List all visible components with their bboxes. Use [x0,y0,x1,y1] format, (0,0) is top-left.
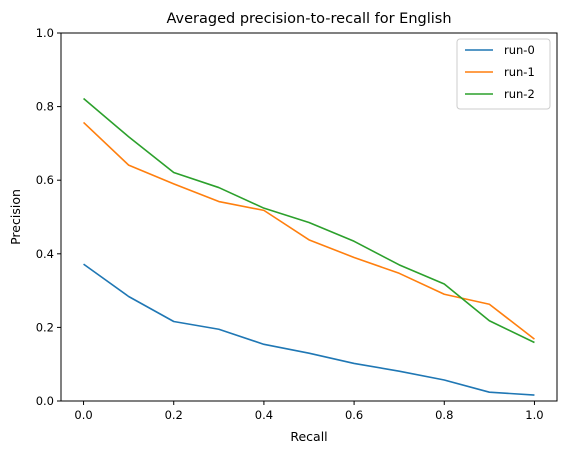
legend: run-0 run-1 run-2 [456,38,551,110]
series-line-run-0 [83,263,535,396]
x-axis-label: Recall [290,429,327,444]
series-line-run-2 [83,97,535,344]
legend-label-run-0: run-0 [504,43,535,57]
y-tick-label: 0.4 [36,247,54,261]
x-tick-label: 0.0 [74,408,92,422]
chart-title: Averaged precision-to-recall for English [166,11,451,27]
x-tick-label: 0.8 [435,408,453,422]
y-axis-label: Precision [8,189,23,245]
y-tick-label: 0.0 [36,394,54,408]
plot-frame [60,32,558,402]
legend-label-run-1: run-1 [504,65,535,79]
series-line-run-1 [82,121,535,340]
x-tick-label: 0.6 [345,408,363,422]
ticks-layer: 0.0 0.2 0.4 0.6 0.8 1.0 0.0 0.2 0.4 0.6 0.8 1.0 [36,26,544,422]
legend-label-run-2: run-2 [504,87,535,101]
x-tick-label: 0.2 [165,408,183,422]
y-tick-label: 1.0 [36,26,54,40]
legend-box [456,38,551,110]
y-tick-label: 0.8 [36,100,54,114]
x-tick-label: 0.4 [255,408,273,422]
x-tick-label: 1.0 [525,408,543,422]
series-layer [82,97,535,396]
y-tick-label: 0.2 [36,320,54,334]
y-tick-label: 0.6 [36,173,54,187]
